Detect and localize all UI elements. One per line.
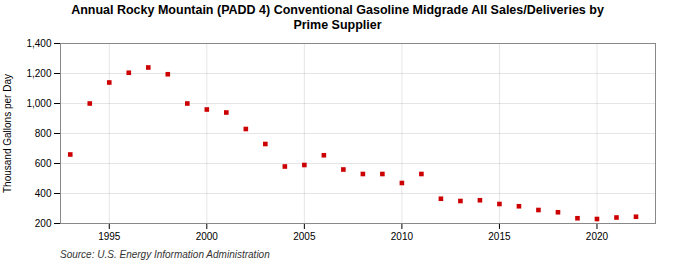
svg-text:400: 400 [35,188,52,199]
html-text:Source: U.S. Energy Informatio: Source: U.S. Energy Information Administ… [60,249,270,260]
svg-text:1,000: 1,000 [26,98,51,109]
svg-text:Thousand Gallons per Day: Thousand Gallons per Day [2,74,13,193]
svg-text:2005: 2005 [293,231,316,242]
svg-text:2000: 2000 [196,231,219,242]
svg-text:2015: 2015 [488,231,511,242]
svg-text:2010: 2010 [391,231,414,242]
svg-text:800: 800 [35,128,52,139]
svg-text:2020: 2020 [586,231,609,242]
svg-text:1,400: 1,400 [26,38,51,49]
html-text:Annual Rocky Mountain (PADD 4): Annual Rocky Mountain (PADD 4) Conventio… [71,3,604,32]
svg-text:200: 200 [35,218,52,229]
svg-text:1995: 1995 [98,231,121,242]
svg-text:600: 600 [35,158,52,169]
svg-text:1,200: 1,200 [26,68,51,79]
